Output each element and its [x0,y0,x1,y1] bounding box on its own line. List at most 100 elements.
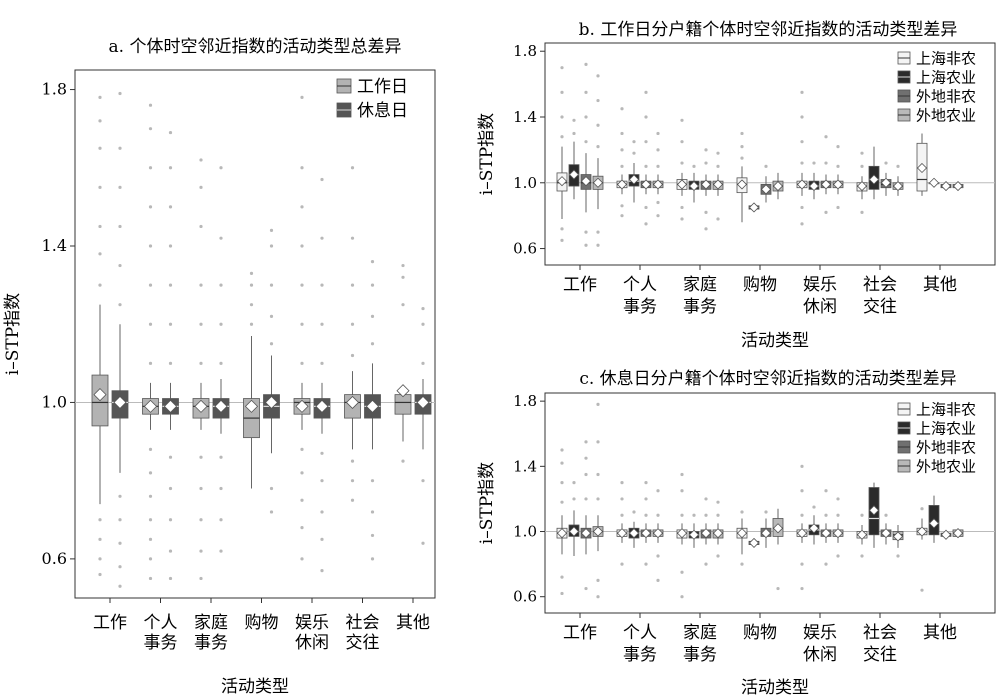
outlier-point [300,447,304,451]
outlier-point [644,140,648,144]
outlier-point [860,151,864,155]
outlier-point [148,166,153,170]
outlier-point [370,283,375,287]
mean-marker [616,179,628,190]
outlier-point [118,146,122,150]
outlier-point [656,489,660,493]
outlier-point [800,586,804,591]
outlier-point [118,263,122,268]
panel-a-title: a. 个体时空邻近指数的活动类型总差异 [109,37,402,57]
outlier-point [350,479,355,483]
x-tick-label: 休闲 [295,633,329,653]
outlier-point [421,306,425,311]
x-tick-label: 个人 [623,275,657,295]
mean-marker [580,528,592,539]
outlier-point [401,303,405,307]
y-tick-label: 1.4 [513,108,537,126]
mean-marker [640,528,652,539]
outlier-point [596,145,600,149]
outlier-point [560,481,564,485]
outlier-point [320,510,324,514]
outlier-point [800,140,804,144]
x-tick-label: 其他 [923,275,957,295]
mean-marker [772,523,784,534]
outlier-point [596,123,600,127]
outlier-point [148,283,153,287]
outlier-point [596,243,600,247]
outlier-point [168,283,173,287]
outlier-point [800,115,804,119]
outlier-point [704,513,708,517]
panel-c-frame [544,392,996,614]
outlier-point [800,489,804,493]
x-tick-label: 工作 [93,613,127,633]
mean-marker [940,529,952,540]
mean-marker [772,181,784,192]
x-tick-label: 事务 [623,297,657,317]
outlier-point [350,322,355,326]
y-tick-label: 1.0 [42,392,67,411]
outlier-point [269,244,274,248]
y-tick-label: 1.0 [513,523,537,541]
x-tick-label: 工作 [563,623,597,643]
mean-marker [396,384,410,398]
mean-marker [856,181,868,192]
outlier-point [269,283,274,287]
outlier-point [644,115,648,119]
outlier-point [620,148,624,152]
outlier-point [644,90,648,94]
mean-marker [712,179,724,190]
outlier-point [560,227,564,231]
x-tick-label: 社会 [863,275,897,295]
outlier-point [824,161,828,165]
outlier-point [584,230,588,234]
outlier-point [836,205,840,210]
outlier-point [860,164,864,168]
outlier-point [800,513,804,517]
outlier-point [98,119,102,123]
outlier-point [596,578,600,583]
outlier-point [596,74,600,78]
outlier-point [168,130,173,135]
outlier-point [824,135,828,139]
outlier-point [401,275,405,279]
outlier-point [596,98,600,103]
outlier-point [300,526,304,530]
y-tick-label: 1.4 [513,457,537,475]
outlier-point [836,164,840,168]
panel-a-frame [74,69,436,599]
outlier-point [118,584,122,588]
y-tick-label: 1.8 [513,42,537,60]
outlier-point [584,440,588,444]
outlier-point [596,595,600,599]
outlier-point [620,481,624,485]
outlier-point [269,510,274,514]
outlier-point [148,494,153,498]
mean-marker [628,528,640,539]
outlier-point [812,161,816,165]
panel-b-xlabel: 活动类型 [741,331,809,351]
outlier-point [199,158,203,162]
outlier-point [776,586,780,591]
mean-marker [868,174,880,185]
outlier-point [370,479,375,483]
outlier-point [584,472,588,477]
outlier-point [370,260,375,264]
outlier-point [680,161,684,165]
outlier-point [168,518,173,522]
legend-label: 上海农业 [916,68,976,86]
outlier-point [680,595,684,599]
outlier-point [370,342,375,346]
mean-marker [748,202,760,213]
mean-marker [315,399,329,413]
legend-label: 工作日 [357,77,408,97]
outlier-point [168,166,173,170]
outlier-point [572,131,576,136]
mean-marker [345,395,360,410]
outlier-point [860,513,864,517]
outlier-point [98,283,102,287]
outlier-point [740,156,744,160]
outlier-point [920,588,924,592]
x-tick-label: 家庭 [683,275,717,295]
